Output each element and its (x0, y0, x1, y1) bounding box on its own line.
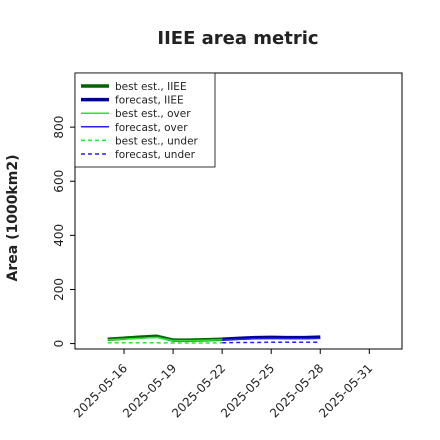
y-tick-label: 0 (52, 340, 66, 348)
legend-label: best est., under (115, 135, 199, 147)
plot-area: 02004006008002025-05-162025-05-192025-05… (52, 72, 403, 420)
legend-label: forecast, IIEE (115, 95, 184, 107)
y-axis-label: Area (1000km2) (5, 155, 21, 282)
y-tick-label: 400 (52, 224, 66, 247)
series-line (222, 337, 321, 341)
legend-label: forecast, over (115, 122, 188, 134)
legend-label: best est., over (115, 108, 191, 120)
series-line (222, 341, 321, 344)
series-line (222, 335, 321, 342)
legend-box (74, 72, 216, 168)
chart-title: IIEE area metric (157, 28, 318, 49)
y-tick-label: 200 (52, 278, 66, 301)
y-tick-label: 800 (52, 116, 66, 139)
series-line (107, 336, 223, 342)
legend-label: best est., IIEE (115, 81, 187, 93)
legend-label: forecast, under (115, 149, 196, 161)
plot-frame (74, 72, 403, 350)
y-tick-label: 600 (52, 170, 66, 193)
